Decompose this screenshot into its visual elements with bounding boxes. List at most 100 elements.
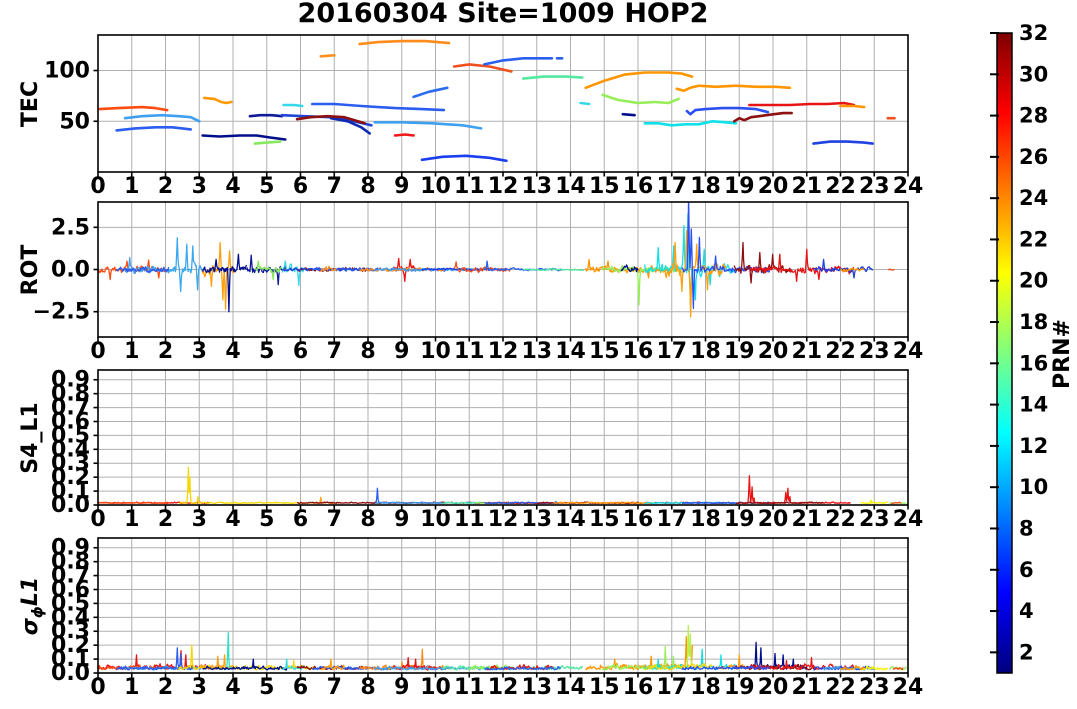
- satellite-arc: [393, 133, 415, 137]
- colorbar-tick-label: 12: [1019, 434, 1048, 458]
- x-tick-label: 22: [825, 339, 856, 364]
- figure-title: 20160304 Site=1009 HOP2: [297, 0, 709, 29]
- satellite-arc: [452, 63, 513, 73]
- colorbar-tick-label: 30: [1019, 62, 1048, 86]
- noise-trace: [201, 253, 248, 313]
- colorbar-tick-label: 6: [1019, 558, 1034, 582]
- x-tick-label: 0: [90, 339, 105, 364]
- x-tick-label: 20: [758, 174, 789, 199]
- x-tick-label: 6: [293, 174, 308, 199]
- y-tick-label: 0.2: [51, 465, 90, 490]
- x-tick-label: 19: [724, 507, 755, 532]
- ylabel-l1-text: L1: [18, 576, 43, 607]
- x-tick-label: 12: [488, 675, 519, 700]
- satellite-arc: [685, 106, 770, 116]
- y-tick-label: 0.0: [51, 258, 90, 283]
- noise-trace: [620, 264, 639, 273]
- satellite-arc: [123, 113, 201, 123]
- satellite-arc: [319, 54, 336, 58]
- x-tick-label: 22: [825, 174, 856, 199]
- x-tick-label: 9: [394, 339, 409, 364]
- y-tick-label: 0.5: [51, 423, 90, 448]
- x-tick-label: 15: [589, 675, 620, 700]
- satellite-arc: [203, 96, 233, 105]
- noise-trace: [735, 501, 824, 505]
- noise-trace: [602, 645, 685, 671]
- y-tick-label: 0.9: [51, 368, 90, 393]
- x-tick-label: 20: [758, 675, 789, 700]
- satellite-arc: [373, 121, 483, 130]
- x-tick-label: 0: [90, 174, 105, 199]
- y-tick-label: 0.1: [51, 479, 90, 504]
- x-tick-label: 20: [758, 507, 789, 532]
- x-tick-label: 7: [327, 174, 342, 199]
- colorbar-tick-label: 28: [1019, 104, 1048, 128]
- satellite-arc: [420, 154, 508, 163]
- satellite-arc: [253, 140, 282, 145]
- x-tick-label: 23: [859, 339, 890, 364]
- y-tick-label: 0.6: [51, 409, 90, 434]
- series-s4: [98, 466, 907, 505]
- x-tick-label: 1: [124, 507, 139, 532]
- y-tick-label: 0.3: [51, 451, 90, 476]
- x-tick-label: 6: [293, 507, 308, 532]
- y-tick-label: 0.2: [51, 633, 90, 658]
- x-tick-label: 1: [124, 174, 139, 199]
- satellite-arc: [358, 39, 451, 46]
- x-tick-label: 7: [327, 339, 342, 364]
- noise-trace: [166, 237, 204, 293]
- noise-trace: [245, 254, 288, 286]
- x-tick-label: 10: [420, 174, 451, 199]
- x-tick-label: 4: [225, 507, 240, 532]
- satellite-arc: [522, 75, 584, 80]
- satellite-arc: [579, 101, 591, 106]
- x-tick-label: 16: [623, 675, 654, 700]
- colorbar-bar: [996, 32, 1013, 674]
- phi-subscript: ϕ: [28, 606, 47, 619]
- x-tick-label: 11: [454, 174, 485, 199]
- noise-trace: [371, 487, 446, 505]
- x-tick-label: 14: [555, 339, 586, 364]
- x-tick-label: 22: [825, 675, 856, 700]
- noise-trace: [374, 267, 482, 272]
- x-tick-label: 17: [656, 675, 687, 700]
- x-tick-label: 2: [158, 174, 173, 199]
- noise-trace: [202, 658, 288, 671]
- noise-trace: [178, 466, 315, 505]
- satellite-arc: [248, 113, 284, 118]
- x-tick-label: 2: [158, 339, 173, 364]
- x-tick-label: 13: [521, 675, 552, 700]
- x-tick-label: 10: [420, 339, 451, 364]
- y-tick-label: 0.1: [51, 647, 90, 672]
- x-tick-label: 8: [360, 339, 375, 364]
- x-tick-label: 11: [454, 675, 485, 700]
- noise-trace: [115, 266, 170, 274]
- x-tick-label: 19: [724, 339, 755, 364]
- x-tick-label: 7: [327, 675, 342, 700]
- satellite-arc: [839, 104, 866, 109]
- noise-trace: [453, 261, 512, 274]
- x-tick-label: 1: [124, 339, 139, 364]
- y-tick-label: 0.7: [51, 396, 90, 421]
- x-tick-label: 7: [327, 507, 342, 532]
- noise-trace: [281, 260, 305, 287]
- y-tick-label: 0.8: [51, 382, 90, 407]
- y-tick-label: 50: [59, 109, 90, 134]
- x-tick-label: 13: [521, 174, 552, 199]
- noise-trace: [644, 662, 713, 671]
- noise-trace: [585, 636, 693, 671]
- x-tick-label: 16: [623, 507, 654, 532]
- satellite-arc: [584, 71, 694, 90]
- x-tick-label: 5: [259, 174, 274, 199]
- colorbar-tick-label: 8: [1019, 516, 1034, 540]
- satellite-arc: [201, 134, 287, 141]
- x-tick-label: 10: [420, 507, 451, 532]
- noise-trace: [749, 248, 854, 282]
- colorbar-tick-label: 14: [1019, 393, 1048, 417]
- panel-tec: 0 1 2 3 4 5 6 7 8 9 10 11 12 13 14 15 16 17 18 19 20 21 22 23 24…: [44, 34, 923, 199]
- y-tick-label: 0.4: [51, 605, 90, 630]
- colorbar-tick-label: 18: [1019, 310, 1048, 334]
